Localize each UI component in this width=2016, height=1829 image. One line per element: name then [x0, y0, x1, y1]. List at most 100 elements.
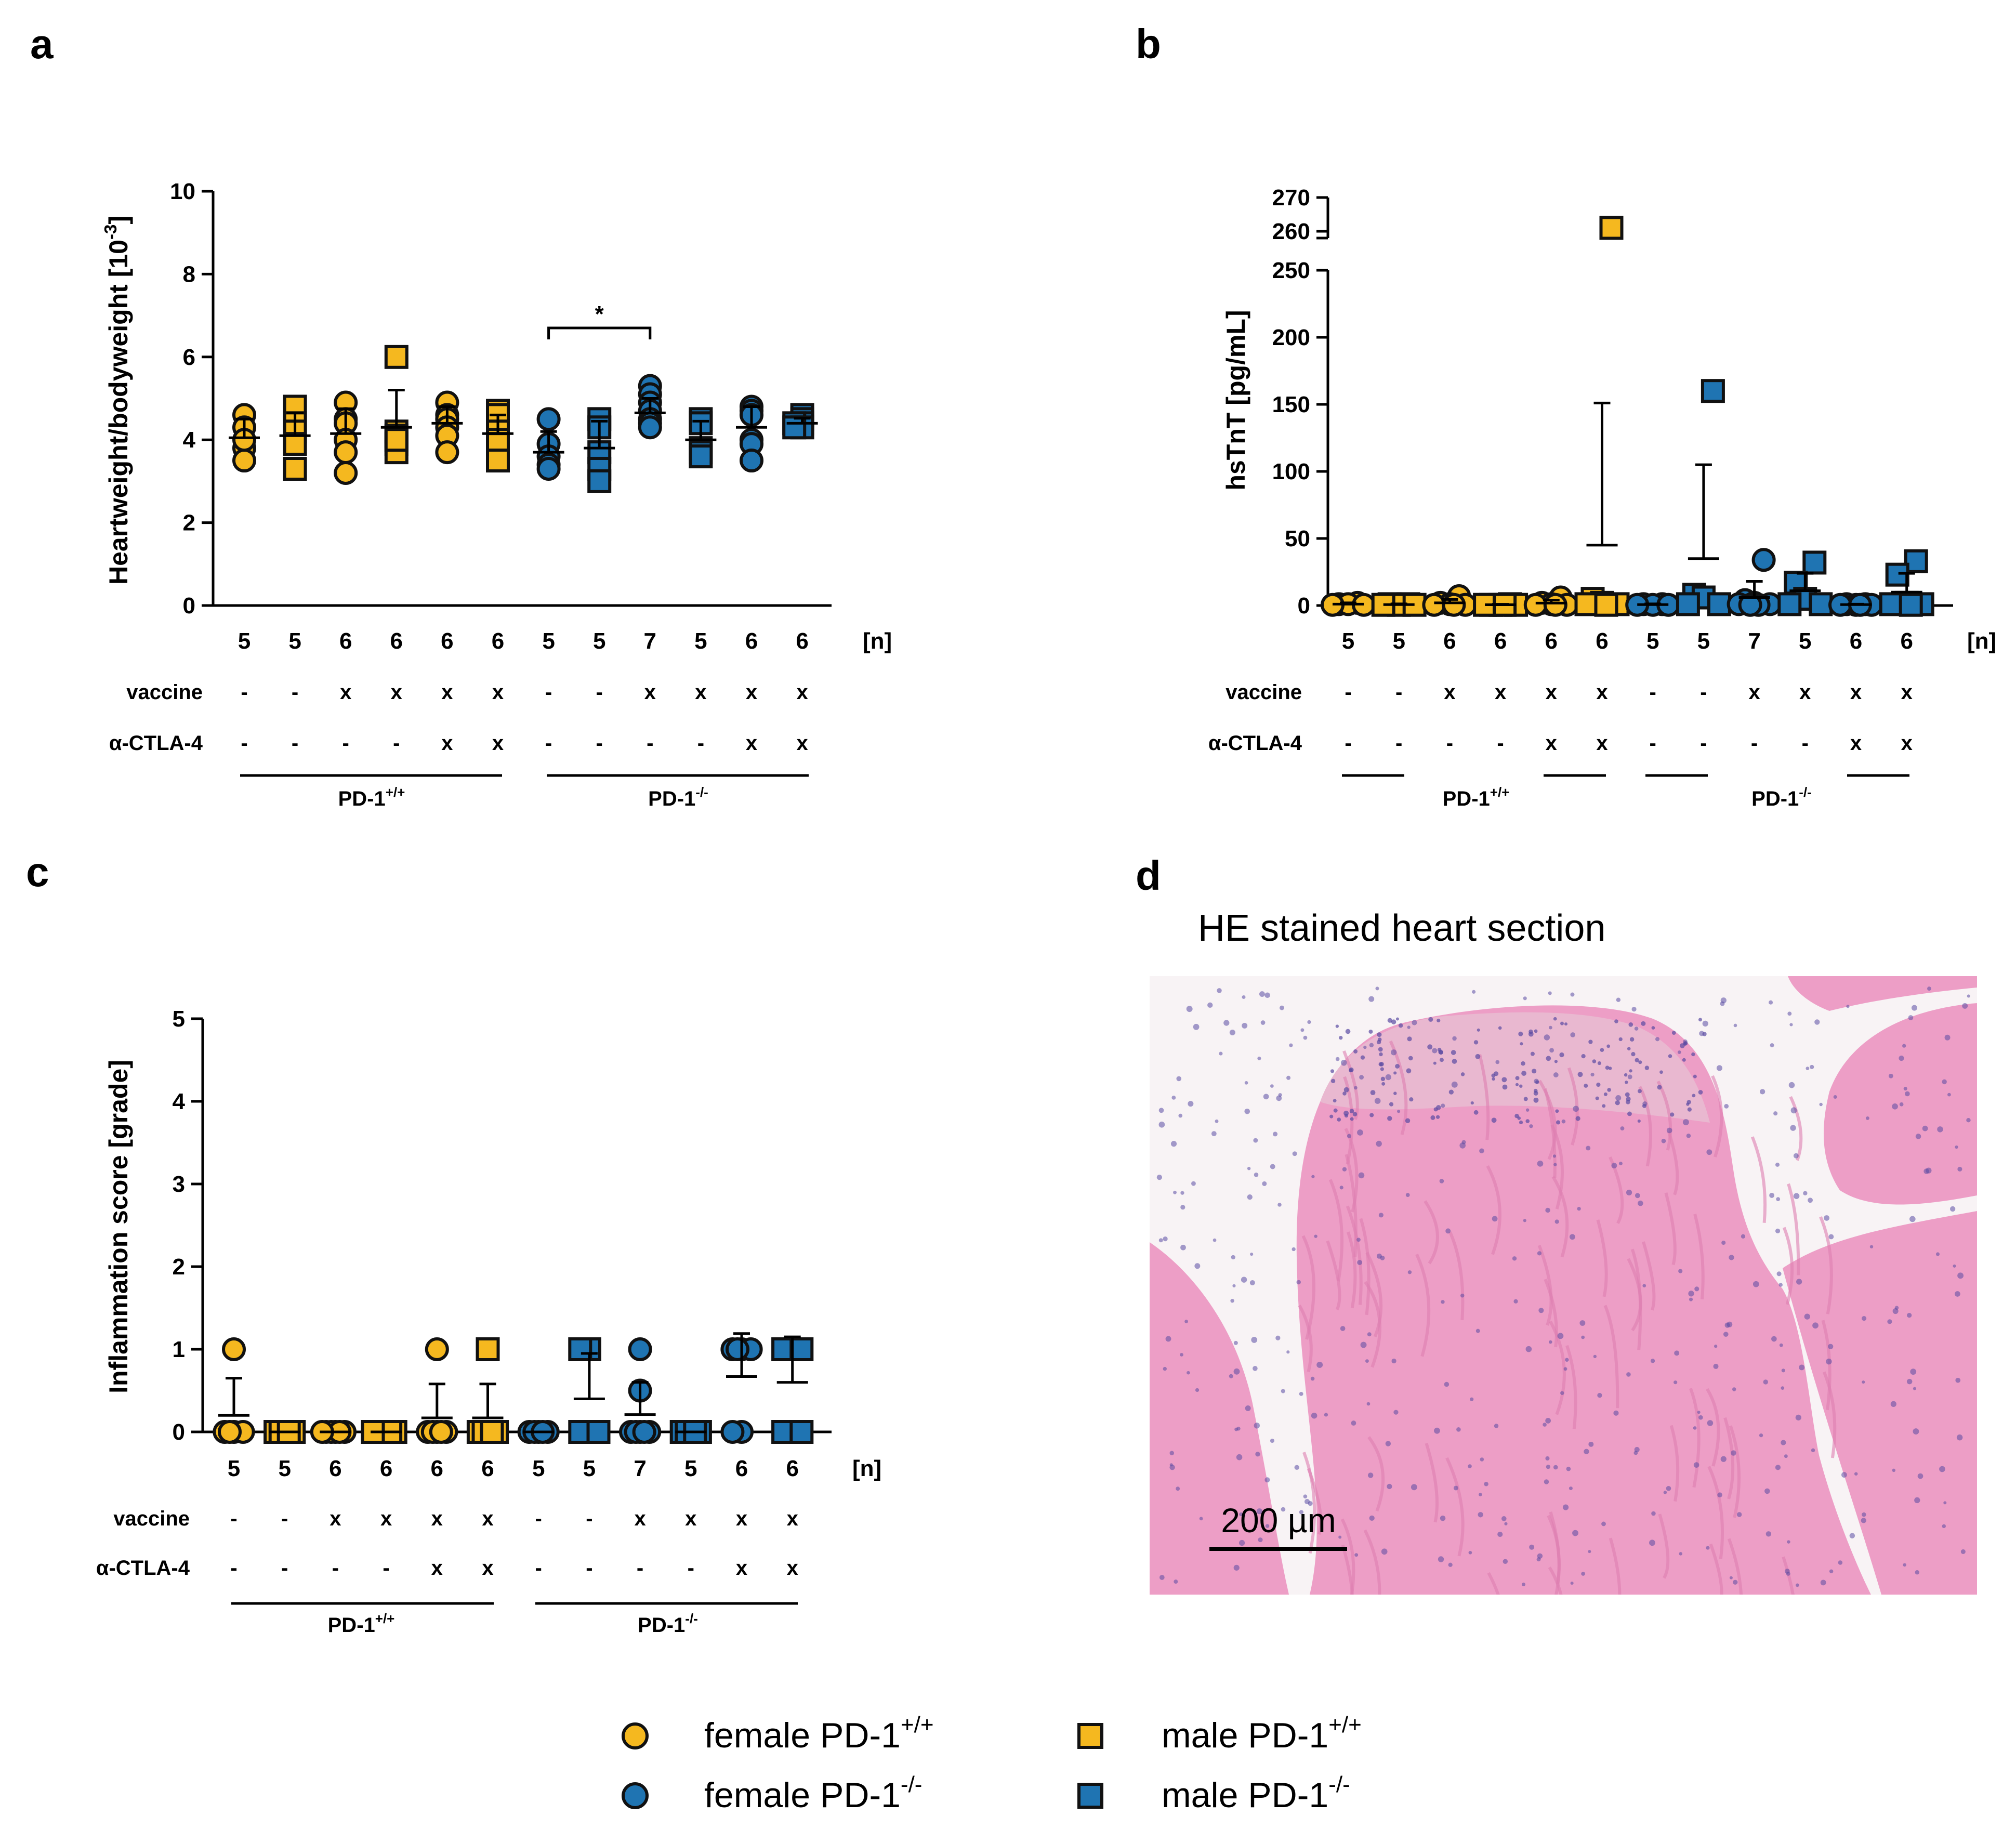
nucleus [1579, 1320, 1586, 1326]
nucleus [1292, 1247, 1296, 1252]
nucleus [1353, 1086, 1358, 1090]
nucleus [1352, 1112, 1358, 1116]
nucleus [1380, 1067, 1384, 1071]
vaccine-mark: - [292, 681, 298, 704]
nucleus [1731, 1450, 1736, 1456]
muscle-fiber [1367, 1436, 1385, 1512]
nucleus [1793, 1153, 1799, 1159]
n-label: 6 [380, 1456, 392, 1481]
nucleus [1553, 1163, 1557, 1166]
nucleus [1363, 1045, 1367, 1049]
nucleus [1642, 1103, 1646, 1108]
vaccine-mark: x [431, 1507, 443, 1530]
muscle-fiber [1707, 1466, 1724, 1559]
data-point [628, 1337, 652, 1361]
nucleus [1590, 1072, 1595, 1077]
nucleus [1764, 1488, 1770, 1494]
nucleus [1707, 1420, 1714, 1426]
nucleus [1233, 1564, 1240, 1571]
nucleus [1191, 1181, 1196, 1186]
nucleus [1368, 1029, 1373, 1034]
n-label: 5 [1392, 628, 1405, 654]
nucleus [1521, 1061, 1525, 1066]
ctla-mark: - [383, 1557, 389, 1580]
data-group-12 [782, 403, 818, 440]
nucleus [1666, 1127, 1672, 1134]
nucleus [1262, 1181, 1267, 1186]
nucleus [1679, 1552, 1683, 1556]
nucleus [1525, 1119, 1530, 1123]
data-point [283, 432, 307, 456]
nucleus [1303, 1035, 1308, 1040]
nucleus [1552, 1154, 1557, 1158]
nucleus [1247, 1166, 1251, 1170]
nucleus [1459, 1142, 1466, 1149]
ctla-mark: - [596, 732, 603, 755]
nucleus [1769, 1192, 1775, 1198]
nucleus [1389, 1102, 1394, 1107]
nucleus [1405, 1118, 1411, 1123]
nucleus [1535, 1080, 1539, 1084]
nucleus [1625, 1081, 1628, 1084]
nucleus [1561, 1119, 1566, 1124]
nucleus [1433, 1061, 1437, 1065]
muscle-fiber [1819, 1216, 1833, 1314]
data-group-10 [669, 1420, 712, 1444]
nucleus [1270, 1438, 1275, 1443]
nucleus [1638, 1060, 1642, 1064]
muscle-fiber [1415, 1253, 1431, 1357]
nucleus [1470, 1397, 1474, 1401]
nucleus [1378, 1213, 1383, 1218]
nucleus [1254, 1173, 1259, 1177]
group-label-wt: PD-1+/+ [328, 1611, 395, 1637]
data-point [334, 440, 358, 465]
nucleus [1453, 1485, 1458, 1491]
y-tick-label: 4 [173, 1089, 186, 1114]
muscle-fiber [1727, 1538, 1743, 1595]
nucleus [1723, 1332, 1729, 1337]
nucleus [1773, 1111, 1778, 1116]
n-label: 6 [1545, 628, 1558, 654]
nucleus [1533, 1097, 1539, 1103]
y-axis-label: Heartweight/bodyweight [10-3] [101, 216, 133, 585]
muscle-fiber [1565, 1345, 1577, 1429]
data-point [587, 469, 612, 493]
nucleus [1242, 995, 1246, 999]
muscle-fiber [1551, 1176, 1569, 1258]
nucleus [1588, 1550, 1591, 1554]
nucleus [1588, 1039, 1593, 1044]
nucleus [1688, 1291, 1694, 1297]
nucleus [1360, 1055, 1365, 1060]
vaccine-mark: x [644, 681, 656, 704]
nucleus [1560, 1021, 1564, 1025]
ctla-mark: - [688, 1557, 694, 1580]
ctla-mark: x [746, 732, 757, 755]
nucleus [1724, 1322, 1730, 1328]
nucleus [1869, 1245, 1874, 1248]
nucleus [1529, 1544, 1535, 1550]
nucleus [1360, 1341, 1367, 1348]
vaccine-mark: x [340, 681, 351, 704]
nucleus [1289, 1043, 1293, 1047]
nucleus [1620, 1126, 1625, 1130]
nucleus [1213, 1238, 1217, 1242]
muscle-fiber [1298, 1305, 1313, 1373]
nucleus [1903, 1563, 1906, 1567]
nucleus [1478, 1512, 1483, 1518]
nucleus [1376, 1140, 1382, 1147]
vaccine-mark: - [1345, 681, 1351, 704]
muscle-fiber [1365, 1252, 1383, 1338]
muscle-fiber [1596, 1219, 1608, 1297]
nucleus [1523, 1097, 1528, 1101]
nucleus [1330, 1078, 1336, 1084]
nucleus [1244, 1108, 1250, 1114]
nucleus [1276, 1095, 1282, 1101]
nucleus [1339, 1186, 1343, 1190]
nucleus [1519, 1120, 1523, 1125]
nucleus [1299, 1510, 1303, 1515]
n-label: 6 [390, 628, 403, 654]
nucleus [1369, 1515, 1375, 1521]
nucleus [1626, 1372, 1631, 1377]
nucleus [1649, 1539, 1655, 1546]
nucleus [1324, 1413, 1328, 1417]
